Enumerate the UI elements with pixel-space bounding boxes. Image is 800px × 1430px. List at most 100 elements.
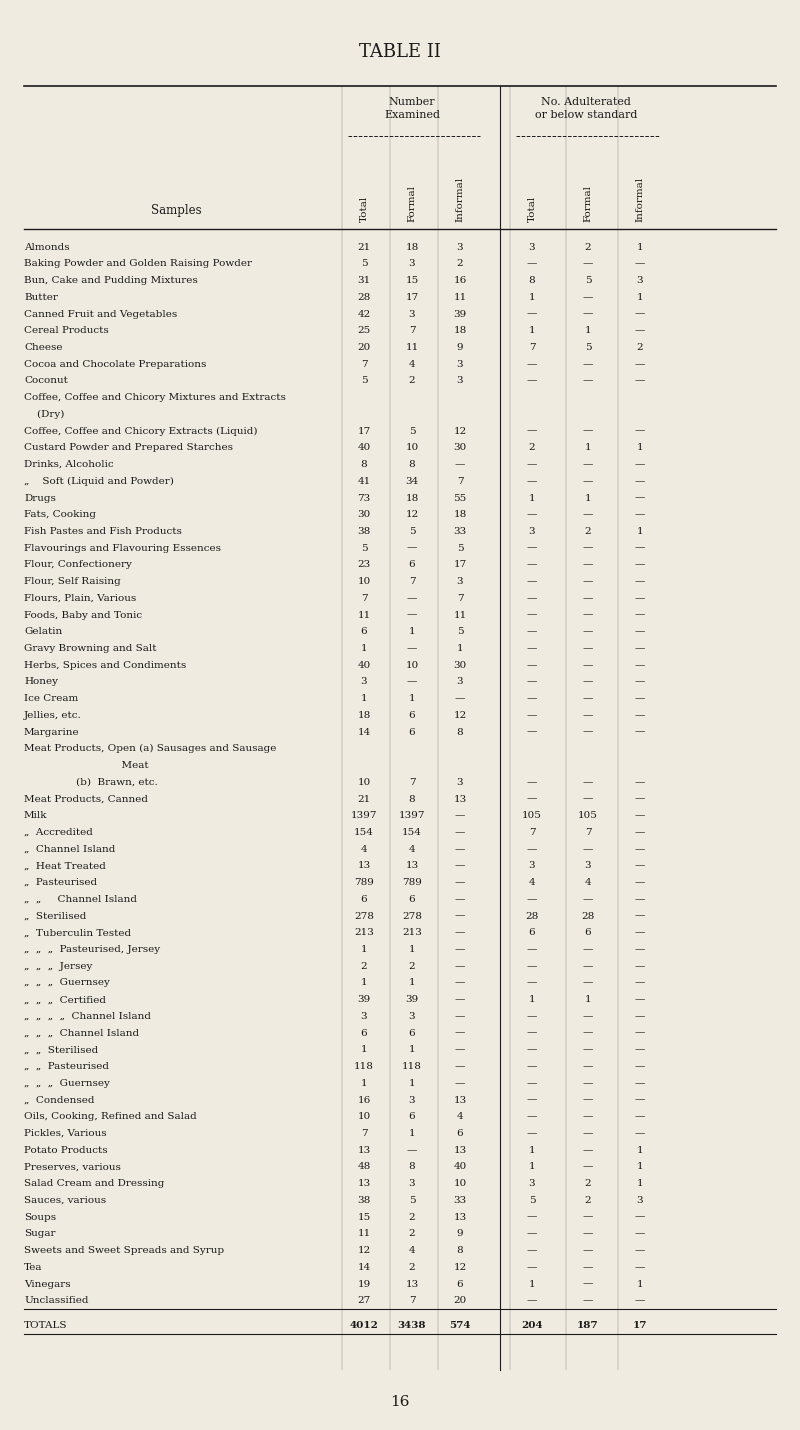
- Text: 4: 4: [409, 1246, 415, 1256]
- Text: 3: 3: [457, 243, 463, 252]
- Text: Drugs: Drugs: [24, 493, 56, 502]
- Text: —: —: [527, 543, 537, 552]
- Text: —: —: [583, 1163, 593, 1171]
- Text: 8: 8: [409, 1163, 415, 1171]
- Text: 1: 1: [637, 1145, 643, 1155]
- Text: —: —: [583, 711, 593, 719]
- Text: Coffee, Coffee and Chicory Mixtures and Extracts: Coffee, Coffee and Chicory Mixtures and …: [24, 393, 286, 402]
- Text: —: —: [583, 728, 593, 736]
- Text: —: —: [455, 811, 465, 821]
- Text: —: —: [527, 1130, 537, 1138]
- Text: 11: 11: [358, 1230, 370, 1238]
- Text: Tea: Tea: [24, 1263, 42, 1271]
- Text: 20: 20: [454, 1296, 466, 1306]
- Text: —: —: [635, 360, 645, 369]
- Text: —: —: [635, 1062, 645, 1071]
- Text: 1: 1: [361, 978, 367, 988]
- Text: 5: 5: [585, 276, 591, 285]
- Text: Cereal Products: Cereal Products: [24, 326, 109, 335]
- Text: —: —: [527, 778, 537, 787]
- Text: „  „  Pasteurised: „ „ Pasteurised: [24, 1062, 109, 1071]
- Text: 40: 40: [358, 443, 370, 452]
- Text: 17: 17: [454, 561, 466, 569]
- Text: —: —: [407, 1145, 417, 1155]
- Text: 13: 13: [358, 861, 370, 871]
- Text: —: —: [527, 1230, 537, 1238]
- Text: —: —: [635, 711, 645, 719]
- Text: —: —: [635, 376, 645, 386]
- Text: —: —: [635, 1078, 645, 1088]
- Text: —: —: [583, 945, 593, 954]
- Text: —: —: [635, 895, 645, 904]
- Text: 12: 12: [454, 711, 466, 719]
- Text: —: —: [583, 259, 593, 269]
- Text: 6: 6: [409, 728, 415, 736]
- Text: Number
Examined: Number Examined: [384, 97, 440, 120]
- Text: 187: 187: [577, 1321, 599, 1330]
- Text: Butter: Butter: [24, 293, 58, 302]
- Text: „  Tuberculin Tested: „ Tuberculin Tested: [24, 928, 131, 937]
- Text: 3: 3: [529, 528, 535, 536]
- Text: —: —: [583, 593, 593, 603]
- Text: TOTALS: TOTALS: [24, 1321, 67, 1330]
- Text: 9: 9: [457, 343, 463, 352]
- Text: 3: 3: [457, 678, 463, 686]
- Text: „  Sterilised: „ Sterilised: [24, 911, 86, 921]
- Text: 7: 7: [409, 1296, 415, 1306]
- Text: Flavourings and Flavouring Essences: Flavourings and Flavouring Essences: [24, 543, 221, 552]
- Text: —: —: [635, 460, 645, 469]
- Text: —: —: [583, 309, 593, 319]
- Text: —: —: [527, 1045, 537, 1054]
- Text: —: —: [527, 476, 537, 486]
- Text: —: —: [527, 1213, 537, 1221]
- Text: Canned Fruit and Vegetables: Canned Fruit and Vegetables: [24, 309, 178, 319]
- Text: 154: 154: [402, 828, 422, 837]
- Text: —: —: [527, 895, 537, 904]
- Text: 2: 2: [585, 243, 591, 252]
- Text: —: —: [635, 1045, 645, 1054]
- Text: 28: 28: [526, 911, 538, 921]
- Text: 17: 17: [633, 1321, 647, 1330]
- Text: Bun, Cake and Pudding Mixtures: Bun, Cake and Pudding Mixtures: [24, 276, 198, 285]
- Text: 40: 40: [358, 661, 370, 669]
- Text: 6: 6: [409, 895, 415, 904]
- Text: 1: 1: [585, 443, 591, 452]
- Text: 3: 3: [409, 1180, 415, 1188]
- Text: 7: 7: [585, 828, 591, 837]
- Text: —: —: [455, 995, 465, 1004]
- Text: —: —: [635, 911, 645, 921]
- Text: 1: 1: [529, 326, 535, 335]
- Text: 2: 2: [361, 962, 367, 971]
- Text: 40: 40: [454, 1163, 466, 1171]
- Text: —: —: [635, 644, 645, 654]
- Text: „  „  „  Certified: „ „ „ Certified: [24, 995, 106, 1004]
- Text: „  „  „  Guernsey: „ „ „ Guernsey: [24, 1078, 110, 1088]
- Text: 3: 3: [457, 376, 463, 386]
- Text: —: —: [635, 326, 645, 335]
- Text: 3: 3: [637, 1195, 643, 1205]
- Text: Flours, Plain, Various: Flours, Plain, Various: [24, 593, 136, 603]
- Text: 213: 213: [402, 928, 422, 937]
- Text: 1: 1: [637, 243, 643, 252]
- Text: —: —: [635, 1113, 645, 1121]
- Text: 1: 1: [361, 694, 367, 704]
- Text: 1: 1: [585, 493, 591, 502]
- Text: —: —: [583, 1296, 593, 1306]
- Text: 38: 38: [358, 528, 370, 536]
- Text: 48: 48: [358, 1163, 370, 1171]
- Text: —: —: [527, 578, 537, 586]
- Text: Informal: Informal: [635, 176, 645, 222]
- Text: —: —: [635, 1246, 645, 1256]
- Text: —: —: [635, 1130, 645, 1138]
- Text: —: —: [407, 611, 417, 619]
- Text: —: —: [635, 543, 645, 552]
- Text: —: —: [527, 978, 537, 988]
- Text: —: —: [583, 1078, 593, 1088]
- Text: Sugar: Sugar: [24, 1230, 55, 1238]
- Text: 6: 6: [409, 1028, 415, 1038]
- Text: —: —: [527, 611, 537, 619]
- Text: 4: 4: [409, 845, 415, 854]
- Text: 10: 10: [406, 661, 418, 669]
- Text: TABLE II: TABLE II: [359, 43, 441, 61]
- Text: 1: 1: [529, 995, 535, 1004]
